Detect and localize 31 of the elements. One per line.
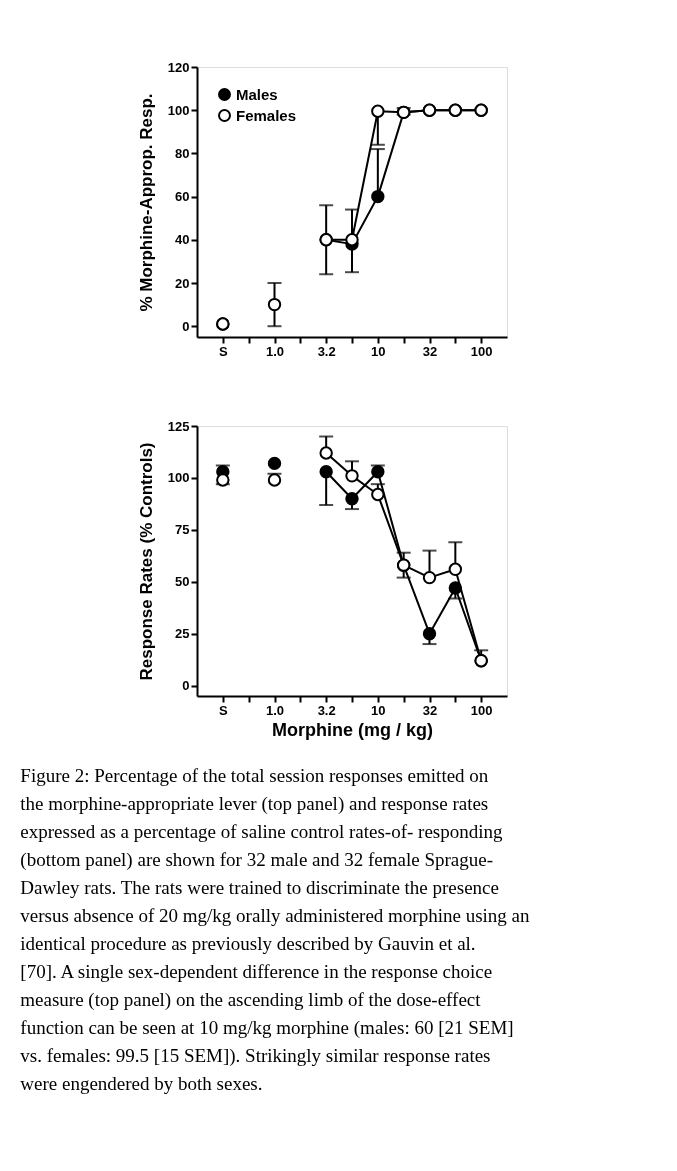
x-tick-label: 10 <box>371 343 386 359</box>
x-tick-label: 100 <box>470 343 493 359</box>
y-tick-label: 100 <box>167 102 190 118</box>
x-tick-label: 3.2 <box>317 702 336 718</box>
y-tick-label: 40 <box>175 232 190 248</box>
y-axis-title: % Morphine-Approp. Resp. <box>136 93 156 312</box>
y-tick-label: 25 <box>175 626 190 642</box>
y-tick-label: 100 <box>167 470 190 486</box>
x-tick-label: 32 <box>422 702 438 718</box>
y-tick-label: 80 <box>175 145 190 161</box>
y-tick-label: 75 <box>175 522 190 538</box>
y-axis-title: Response Rates (% Controls) <box>136 442 156 681</box>
text: Figure 2: Percentage of the total session responses emitted on the morphine-appropriate lever (top panel) and response rates expressed as a percentage of saline control rates-of- responding (bottom panel) are shown for 32 male and 32 female Sprague-Dawley rats. The rats were trained to discriminate the presence versus absence of 20 mg/kg orally administered morphine using an identical procedure as previously described by Gauvin et al. [70]. A single sex-dependent difference in the response choice measure (top panel) on the ascending limb of the dose-effect function can be seen at 10 mg/kg morphine (males: 60 [21 SEM] vs. females: 99.5 [15 SEM]). Strikingly similar response rates were engendered by both sexes. <box>20 765 530 1094</box>
legend-label: Females <box>236 106 297 124</box>
y-tick-label: 0 <box>182 678 190 694</box>
x-tick-label: 10 <box>371 702 386 718</box>
x-tick-label: S <box>219 702 228 718</box>
y-tick-label: 60 <box>175 189 190 205</box>
y-tick-label: 125 <box>167 418 190 434</box>
x-tick-label: 32 <box>422 343 438 359</box>
x-axis-title: Morphine (mg / kg) <box>272 719 433 740</box>
legend-label: Males <box>236 85 278 103</box>
x-tick-label: 100 <box>470 702 493 718</box>
y-tick-label: 120 <box>167 59 190 75</box>
x-tick-label: 1.0 <box>265 702 285 718</box>
x-tick-label: 3.2 <box>317 343 336 359</box>
x-tick-label: S <box>219 343 228 359</box>
x-tick-label: 1.0 <box>265 343 285 359</box>
y-tick-label: 50 <box>175 574 190 590</box>
y-tick-label: 0 <box>182 318 190 334</box>
y-tick-label: 20 <box>175 275 190 291</box>
